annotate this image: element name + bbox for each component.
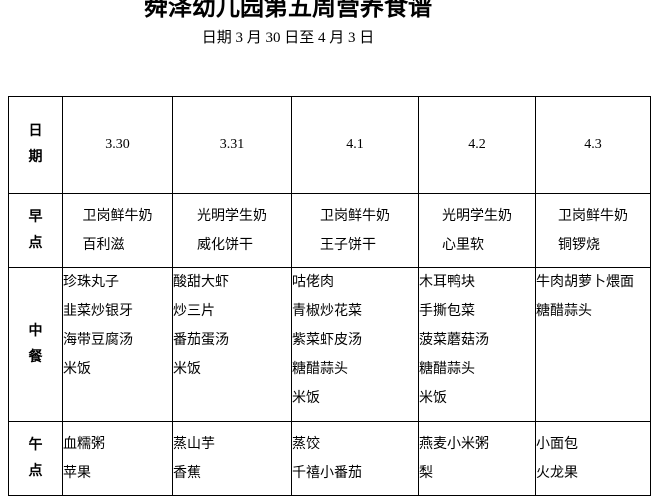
- corner-cell-date-label: 日期: [8, 96, 63, 194]
- menu-line: 酸甜大虾: [173, 275, 230, 290]
- menu-line: 百利滋: [82, 237, 125, 253]
- menu-line: 紫菜虾皮汤: [292, 333, 363, 348]
- date-header-4-3: 4.3: [535, 96, 651, 194]
- menu-line: 米饭: [63, 362, 92, 377]
- menu-cell-breakfast-4-1: 卫岗鲜牛奶 王子饼干: [291, 193, 419, 268]
- menu-cell-snack-4-3: 小面包 火龙果: [535, 421, 651, 496]
- afternoon-snack-row: 午点 血糯粥苹果 蒸山芋香蕉 蒸饺千禧小番茄 燕麦小米粥梨 小面包火龙果: [8, 421, 651, 496]
- menu-cell-lunch-4-1: 咕佬肉青椒炒花菜紫菜虾皮汤糖醋蒜头米饭: [291, 267, 419, 422]
- menu-line: 心里软: [442, 237, 484, 253]
- menu-cell-breakfast-3-31: 光明学生奶 威化饼干: [172, 193, 292, 268]
- menu-cell-breakfast-4-3: 卫岗鲜牛奶 铜锣烧: [535, 193, 651, 268]
- menu-line: 牛肉胡萝卜煨面: [536, 275, 635, 290]
- date-header-row: 日期 3.30 3.31 4.1 4.2 4.3: [8, 96, 651, 194]
- menu-line: 苹果: [63, 465, 92, 481]
- weekly-menu-table: 日期 3.30 3.31 4.1 4.2 4.3 早点 卫岗鲜牛奶百利滋 光明学…: [8, 96, 651, 496]
- menu-cell-snack-3-30: 血糯粥 苹果: [62, 421, 173, 496]
- menu-line: 珍珠丸子: [63, 275, 120, 290]
- lunch-label: 中餐: [28, 323, 43, 365]
- breakfast-label: 早点: [28, 209, 43, 251]
- row-label-snack: 午点: [8, 421, 63, 496]
- menu-line: 米饭: [419, 391, 448, 406]
- menu-line: 铜锣烧: [558, 237, 600, 253]
- menu-cell-snack-3-31: 蒸山芋 香蕉: [172, 421, 292, 496]
- menu-cell-breakfast-4-2: 光明学生奶 心里软: [418, 193, 536, 268]
- menu-line: 海带豆腐汤: [63, 333, 134, 348]
- menu-line: 千禧小番茄: [292, 465, 363, 481]
- menu-cell-snack-4-2: 燕麦小米粥梨: [418, 421, 536, 496]
- date-header-4-2: 4.2: [418, 96, 536, 194]
- menu-line: 咕佬肉: [292, 275, 335, 290]
- breakfast-row: 早点 卫岗鲜牛奶百利滋 光明学生奶威化饼干 卫岗鲜牛奶王子饼干 光明学生奶心里软…: [8, 193, 651, 268]
- menu-line: 火龙果: [536, 465, 579, 481]
- menu-cell-breakfast-3-30: 卫岗鲜牛奶 百利滋: [62, 193, 173, 268]
- menu-line: 木耳鸭块: [419, 275, 476, 290]
- row-label-lunch: 中餐: [8, 267, 63, 422]
- menu-cell-lunch-3-31: 酸甜大虾炒三片番茄蛋汤米饭: [172, 267, 292, 422]
- menu-cell-snack-4-1: 蒸饺 千禧小番茄: [291, 421, 419, 496]
- corner-label: 日期: [28, 124, 43, 165]
- menu-line: 糖醋蒜头: [292, 362, 349, 377]
- menu-line: 小面包: [536, 436, 579, 452]
- menu-line: 蒸饺: [292, 436, 321, 452]
- lunch-row: 中餐 珍珠丸子韭菜炒银牙海带豆腐汤米饭 酸甜大虾炒三片番茄蛋汤米饭 咕佬肉青椒炒…: [8, 267, 651, 422]
- menu-line: 燕麦小米粥: [419, 436, 490, 452]
- menu-line: 手撕包菜: [419, 304, 476, 319]
- menu-line: 梨: [419, 465, 434, 481]
- menu-line: 糖醋蒜头: [536, 304, 593, 319]
- date-header-3-31: 3.31: [172, 96, 292, 194]
- menu-line: 番茄蛋汤: [173, 333, 230, 348]
- date-header-3-30: 3.30: [62, 96, 173, 194]
- menu-line: 王子饼干: [320, 237, 376, 253]
- row-label-breakfast: 早点: [8, 193, 63, 268]
- menu-cell-lunch-3-30: 珍珠丸子韭菜炒银牙海带豆腐汤米饭: [62, 267, 173, 422]
- menu-cell-lunch-4-3: 牛肉胡萝卜煨面 糖醋蒜头: [535, 267, 651, 422]
- menu-line: 卫岗鲜牛奶: [82, 208, 153, 224]
- menu-line: 血糯粥: [63, 436, 106, 452]
- menu-line: 威化饼干: [197, 237, 253, 253]
- menu-line: 卫岗鲜牛奶: [558, 208, 628, 224]
- menu-line: 米饭: [292, 391, 321, 406]
- menu-cell-lunch-4-2: 木耳鸭块手撕包菜菠菜蘑菇汤糖醋蒜头米饭: [418, 267, 536, 422]
- menu-line: 糖醋蒜头: [419, 362, 476, 377]
- menu-line: 光明学生奶: [197, 208, 267, 224]
- snack-label: 午点: [28, 437, 43, 479]
- doc-title: 舜泽幼儿园第五周营养食谱: [144, 0, 432, 21]
- menu-line: 米饭: [173, 362, 202, 377]
- menu-line: 炒三片: [173, 304, 216, 319]
- menu-line: 卫岗鲜牛奶: [320, 208, 390, 224]
- menu-line: 韭菜炒银牙: [63, 304, 134, 319]
- doc-subtitle: 日期 3 月 30 日至 4 月 3 日: [201, 30, 375, 46]
- menu-line: 菠菜蘑菇汤: [419, 333, 490, 348]
- menu-line: 青椒炒花菜: [292, 304, 363, 319]
- menu-line: 光明学生奶: [442, 208, 512, 224]
- menu-line: 香蕉: [173, 465, 202, 481]
- date-header-4-1: 4.1: [291, 96, 419, 194]
- menu-line: 蒸山芋: [173, 436, 216, 452]
